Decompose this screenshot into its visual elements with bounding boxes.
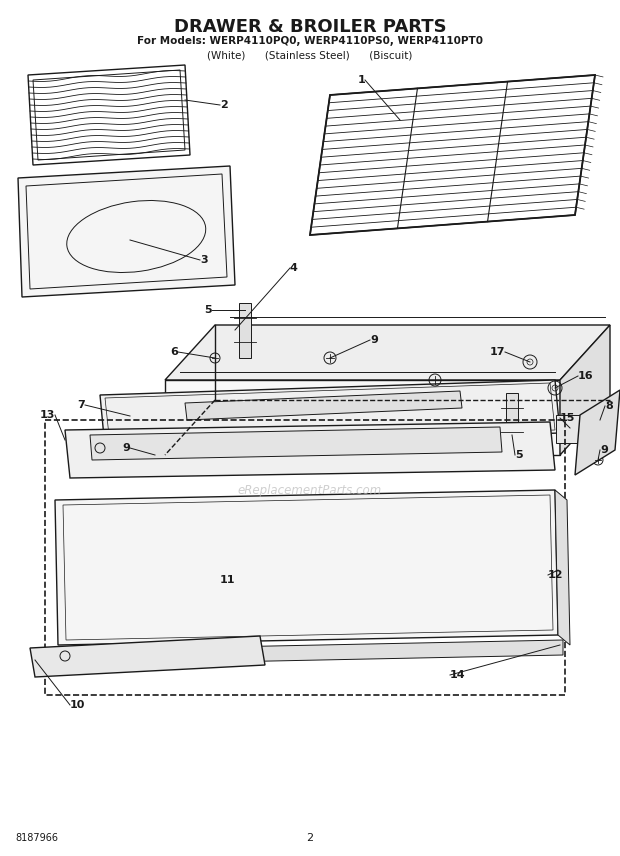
Polygon shape	[30, 636, 265, 677]
Text: 7: 7	[78, 400, 85, 410]
Bar	[506, 393, 518, 448]
Text: 3: 3	[200, 255, 208, 265]
Text: 17: 17	[490, 347, 505, 357]
Text: 6: 6	[170, 347, 178, 357]
Text: (White)      (Stainless Steel)      (Biscuit): (White) (Stainless Steel) (Biscuit)	[207, 50, 413, 60]
Text: 2: 2	[306, 833, 314, 843]
Text: 1: 1	[357, 75, 365, 85]
Polygon shape	[165, 380, 560, 455]
Text: 11: 11	[220, 575, 236, 585]
Text: 8187966: 8187966	[15, 833, 58, 843]
Polygon shape	[78, 640, 563, 665]
Polygon shape	[90, 427, 502, 460]
Polygon shape	[100, 380, 560, 448]
Polygon shape	[55, 490, 558, 645]
Text: 12: 12	[548, 570, 564, 580]
Text: DRAWER & BROILER PARTS: DRAWER & BROILER PARTS	[174, 18, 446, 36]
Text: 15: 15	[560, 413, 575, 423]
Text: 4: 4	[290, 263, 298, 273]
Polygon shape	[65, 422, 555, 478]
Polygon shape	[555, 490, 570, 645]
Text: 8: 8	[605, 401, 613, 411]
Text: 9: 9	[122, 443, 130, 453]
Text: 14: 14	[450, 670, 466, 680]
Text: eReplacementParts.com: eReplacementParts.com	[238, 484, 382, 496]
Bar	[239, 302, 251, 358]
Text: 5: 5	[515, 450, 523, 460]
Polygon shape	[575, 390, 620, 475]
Text: 16: 16	[578, 371, 593, 381]
Text: 10: 10	[70, 700, 86, 710]
Polygon shape	[185, 391, 462, 420]
Text: 9: 9	[600, 445, 608, 455]
Text: 5: 5	[205, 305, 212, 315]
Polygon shape	[560, 325, 610, 455]
Polygon shape	[18, 166, 235, 297]
Text: 2: 2	[220, 100, 228, 110]
Polygon shape	[165, 325, 610, 380]
Bar	[556, 415, 584, 443]
Text: 9: 9	[370, 335, 378, 345]
Text: For Models: WERP4110PQ0, WERP4110PS0, WERP4110PT0: For Models: WERP4110PQ0, WERP4110PS0, WE…	[137, 36, 483, 46]
Text: 13: 13	[40, 410, 55, 420]
